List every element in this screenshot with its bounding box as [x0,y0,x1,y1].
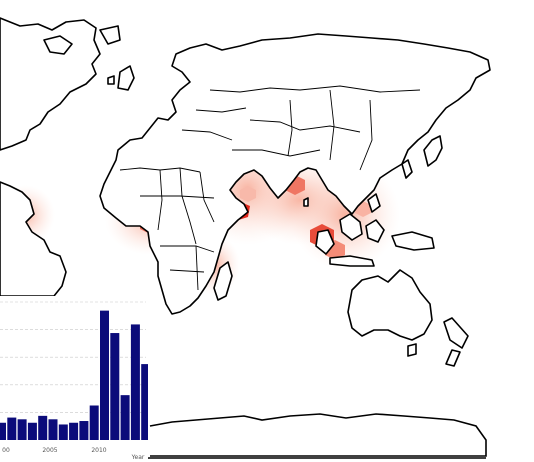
bar-2007 [120,395,130,440]
americas-coast [0,17,121,297]
bar-2006 [110,333,120,440]
bar-2008 [130,324,140,440]
x-axis-title: Year [131,454,145,461]
bar-2003 [79,421,89,440]
bar-2009 [141,364,148,440]
x-tick-2010: 2010 [91,447,106,454]
bar-2002 [69,422,79,440]
bar-1997 [17,419,27,440]
bar-chart-canvas: 00 2005 2010 Year [0,301,148,461]
bar-1995 [0,422,6,440]
chart-bars [0,310,148,440]
inset-bar-chart: 00 2005 2010 Year [0,296,148,462]
bar-1996 [7,417,17,440]
bar-2004 [89,405,99,440]
bar-2000 [48,419,58,440]
x-tick-00: 00 [2,447,10,454]
bar-2005 [100,310,109,440]
islands [107,65,469,367]
eurasia-africa [99,33,491,315]
x-tick-2005: 2005 [42,447,57,454]
bar-1998 [27,422,37,440]
country-borders [119,85,421,291]
bar-2001 [58,424,68,440]
bar-1999 [38,415,48,440]
chart-x-tick-labels: 00 2005 2010 [2,447,107,454]
